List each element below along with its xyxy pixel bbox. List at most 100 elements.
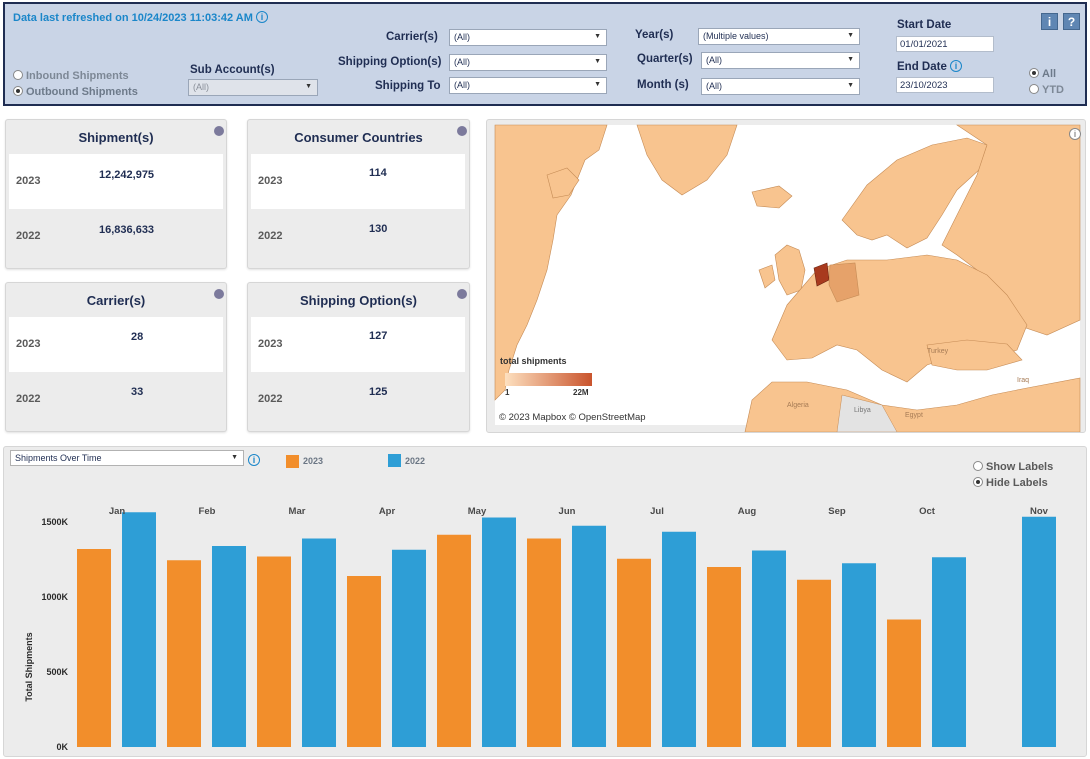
map-legend-max: 22M xyxy=(573,388,589,397)
start-date-label: Start Date xyxy=(897,19,952,31)
month-label-jul: Jul xyxy=(650,506,664,517)
map-newfoundland xyxy=(546,167,580,199)
outbound-label: Outbound Shipments xyxy=(26,86,138,98)
month-label-mar: Mar xyxy=(289,506,306,517)
kpi-row: 2023 114 xyxy=(251,154,465,209)
radio-selected-icon[interactable] xyxy=(973,477,983,487)
radio-icon[interactable] xyxy=(13,70,23,80)
bar-2023-jan xyxy=(77,549,111,747)
y-axis-label: Total Shipments xyxy=(24,632,34,701)
bar-2022-may xyxy=(482,517,516,747)
year-select[interactable]: (Multiple values) ▼ xyxy=(698,28,860,45)
y-tick-label: 1000K xyxy=(41,592,68,602)
map-label-algeria: Algeria xyxy=(787,402,809,409)
chevron-down-icon: ▼ xyxy=(231,454,238,461)
kpi-value: 33 xyxy=(131,386,144,398)
all-label: All xyxy=(1042,68,1057,80)
chart-view-select[interactable]: Shipments Over Time ▼ xyxy=(10,450,244,466)
bar-2022-aug xyxy=(752,550,786,747)
legend-2023-swatch xyxy=(286,455,299,468)
kpi-row: 2022 16,836,633 xyxy=(9,209,223,264)
info-icon[interactable]: i xyxy=(255,11,268,23)
help-button[interactable]: ? xyxy=(1063,13,1080,30)
quarter-select[interactable]: (All) ▼ xyxy=(701,52,860,69)
shipping-option-value: (All) xyxy=(454,57,470,67)
map-ireland xyxy=(758,264,776,289)
bar-2023-apr xyxy=(347,576,381,747)
ytd-label: YTD xyxy=(1042,84,1064,96)
month-label-may: May xyxy=(468,506,487,517)
kpi-row: 2022 33 xyxy=(9,372,223,427)
bar-2022-apr xyxy=(392,549,426,747)
map-canvas[interactable]: Turkey Libya Algeria Egypt Iraq xyxy=(487,120,1085,432)
map-label-egypt: Egypt xyxy=(905,412,923,419)
quarter-label: Quarter(s) xyxy=(637,53,693,65)
bar-2023-jun xyxy=(527,538,561,747)
info-icon[interactable]: i xyxy=(248,454,260,466)
carrier-label: Carrier(s) xyxy=(386,31,438,43)
bar-2023-aug xyxy=(707,567,741,747)
kpi-row: 2022 130 xyxy=(251,209,465,264)
shipments-bar-chart: Total Shipments 0K 500K 1000K 1500K Jan Feb Mar… xyxy=(24,506,1056,752)
shipping-to-label: Shipping To xyxy=(375,80,441,92)
kpi-year: 2022 xyxy=(16,230,41,242)
kpi-year: 2023 xyxy=(16,175,41,187)
info-icon[interactable]: i xyxy=(950,60,963,72)
month-label-jan: Jan xyxy=(109,506,126,517)
shipping-to-select[interactable]: (All) ▼ xyxy=(449,77,607,94)
quarter-value: (All) xyxy=(706,55,722,65)
end-date-label: End Date xyxy=(897,61,947,73)
y-tick-label: 0K xyxy=(56,742,68,752)
y-tick-label: 1500K xyxy=(41,517,68,527)
outbound-shipments-option[interactable]: Outbound Shipments xyxy=(13,82,138,100)
map-info-icon[interactable]: i xyxy=(1069,128,1081,140)
bar-2023-feb xyxy=(167,560,201,747)
bar-2023-oct xyxy=(887,619,921,747)
map-panel: Turkey Libya Algeria Egypt Iraq i total … xyxy=(486,119,1086,433)
show-labels-label: Show Labels xyxy=(986,461,1054,473)
kpi-value: 16,836,633 xyxy=(99,224,155,236)
map-label-turkey: Turkey xyxy=(927,348,949,355)
bar-2022-jan xyxy=(122,512,156,747)
all-option[interactable]: All xyxy=(1029,64,1056,82)
card-title: Consumer Countries xyxy=(294,130,423,145)
sub-account-label: Sub Account(s) xyxy=(190,64,275,76)
ytd-option[interactable]: YTD xyxy=(1029,80,1064,98)
status-dot-icon xyxy=(457,126,467,136)
inbound-shipments-option[interactable]: Inbound Shipments xyxy=(13,66,129,84)
shipping-option-select[interactable]: (All) ▼ xyxy=(449,54,607,71)
month-select[interactable]: (All) ▼ xyxy=(701,78,860,95)
end-date-heading: End Date i xyxy=(897,60,963,73)
info-button[interactable]: i xyxy=(1041,13,1058,30)
status-dot-icon xyxy=(214,289,224,299)
kpi-year: 2022 xyxy=(258,393,283,405)
chevron-down-icon: ▼ xyxy=(594,33,601,40)
year-value: (Multiple values) xyxy=(703,31,769,41)
kpi-year: 2022 xyxy=(16,393,41,405)
kpi-year: 2023 xyxy=(258,338,283,350)
show-labels-option[interactable]: Show Labels xyxy=(973,457,1053,475)
chart-view-value: Shipments Over Time xyxy=(15,453,102,463)
radio-icon[interactable] xyxy=(1029,84,1039,94)
month-label-oct: Oct xyxy=(919,506,936,517)
legend-2022-swatch xyxy=(388,454,401,467)
start-date-input[interactable]: 01/01/2021 xyxy=(896,36,994,52)
carrier-select[interactable]: (All) ▼ xyxy=(449,29,607,46)
kpi-year: 2023 xyxy=(258,175,283,187)
end-date-input[interactable]: 23/10/2023 xyxy=(896,77,994,93)
bar-2023-jul xyxy=(617,558,651,747)
kpi-value: 28 xyxy=(131,331,144,343)
carriers-card: Carrier(s) 2023 28 2022 33 xyxy=(5,282,227,432)
map-britain xyxy=(774,244,806,296)
radio-selected-icon[interactable] xyxy=(13,86,23,96)
radio-selected-icon[interactable] xyxy=(1029,68,1039,78)
sub-account-select[interactable]: (All) ▼ xyxy=(188,79,318,96)
chevron-down-icon: ▼ xyxy=(594,58,601,65)
bar-2022-sep xyxy=(842,563,876,747)
month-label-feb: Feb xyxy=(199,506,216,517)
radio-icon[interactable] xyxy=(973,461,983,471)
hide-labels-option[interactable]: Hide Labels xyxy=(973,473,1048,491)
map-label-libya: Libya xyxy=(854,407,871,414)
kpi-value: 12,242,975 xyxy=(99,169,155,181)
map-attribution: © 2023 Mapbox © OpenStreetMap xyxy=(499,412,646,423)
